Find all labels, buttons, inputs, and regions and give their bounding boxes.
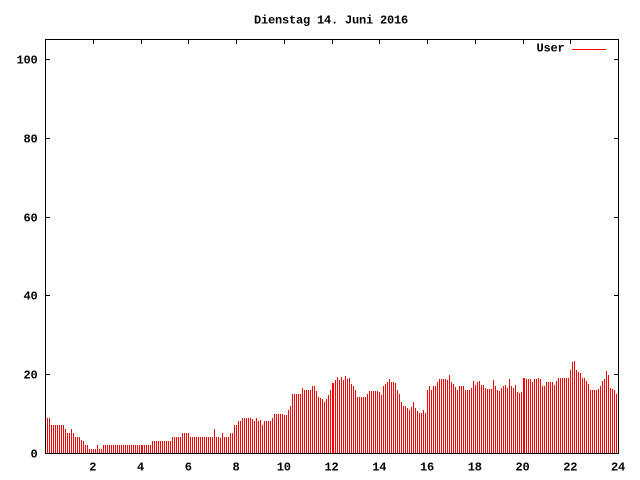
svg-text:16: 16: [420, 461, 434, 475]
svg-text:24: 24: [611, 461, 625, 475]
svg-text:6: 6: [185, 461, 192, 475]
svg-text:100: 100: [16, 54, 37, 68]
svg-text:2: 2: [89, 461, 96, 475]
svg-text:User: User: [536, 42, 564, 56]
svg-text:4: 4: [137, 461, 144, 475]
svg-text:10: 10: [277, 461, 291, 475]
svg-text:0: 0: [30, 448, 37, 462]
svg-text:80: 80: [23, 133, 37, 147]
svg-text:18: 18: [468, 461, 482, 475]
svg-text:20: 20: [23, 369, 37, 383]
svg-text:8: 8: [232, 461, 239, 475]
svg-text:22: 22: [563, 461, 577, 475]
svg-text:Dienstag 14. Juni 2016: Dienstag 14. Juni 2016: [254, 14, 408, 28]
svg-text:12: 12: [324, 461, 338, 475]
svg-text:14: 14: [372, 461, 386, 475]
svg-text:40: 40: [23, 290, 37, 304]
svg-text:60: 60: [23, 212, 37, 226]
svg-text:20: 20: [515, 461, 529, 475]
